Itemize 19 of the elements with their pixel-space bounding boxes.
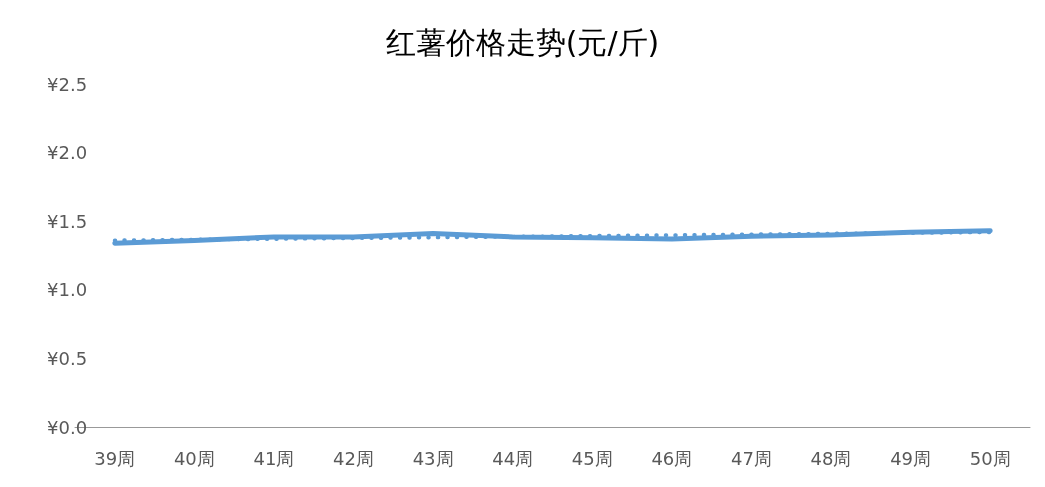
y-tick-label: ¥1.5 [47, 210, 88, 232]
x-tick-label: 50周 [969, 447, 1011, 469]
x-tick-label: 40周 [173, 447, 215, 469]
x-tick-label: 42周 [333, 447, 374, 469]
y-tick-label: ¥2.0 [47, 142, 88, 164]
y-tick-label: ¥2.5 [47, 73, 88, 95]
y-tick-label: ¥0.0 [47, 416, 88, 438]
y-tick-label: ¥0.5 [47, 347, 88, 369]
x-tick-label: 49周 [890, 447, 932, 469]
y-tick-label: ¥1.0 [47, 279, 88, 301]
x-tick-label: 45周 [571, 447, 613, 469]
x-tick-label: 46周 [651, 447, 693, 469]
x-tick-label: 43周 [412, 447, 454, 469]
x-tick-label: 47周 [731, 447, 772, 469]
x-tick-label: 44周 [492, 447, 534, 469]
x-tick-label: 48周 [810, 447, 852, 469]
x-tick-label: 39周 [94, 447, 136, 469]
chart-title: 红薯价格走势(元/斤) [385, 24, 660, 60]
x-tick-label: 41周 [253, 447, 295, 469]
